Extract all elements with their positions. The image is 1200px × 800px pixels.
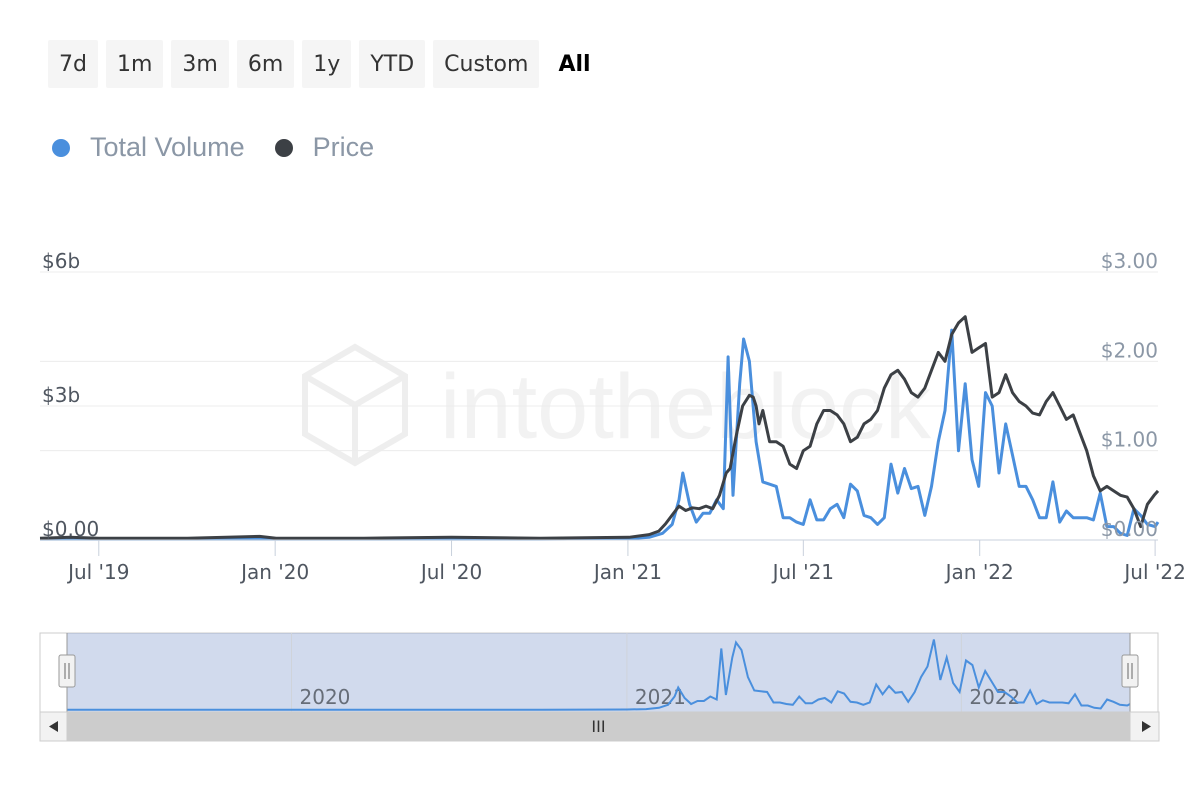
grid: [40, 271, 1158, 541]
legend-item-total-volume[interactable]: Total Volume: [52, 132, 245, 163]
handle-box: [58, 654, 76, 688]
scroll-left-arrow-icon[interactable]: [49, 721, 58, 732]
handle-box: [1121, 654, 1139, 688]
legend-item-price[interactable]: Price: [274, 132, 375, 163]
range-button-7d[interactable]: 7d: [48, 40, 98, 88]
axes: Jul '19 Jan '20 Jul '20 Jan '21 Jul '21 Jan '…: [40, 249, 1186, 584]
range-button-1y[interactable]: 1y: [302, 40, 352, 88]
legend-label-price: Price: [312, 132, 375, 162]
watermark-text: intotheblock: [440, 356, 932, 458]
time-range-selector: 7d 1m 3m 6m 1y YTD Custom All: [48, 40, 602, 88]
x-tick-label: Jul '19: [66, 560, 129, 584]
range-button-1m[interactable]: 1m: [105, 40, 164, 88]
y-right-tick-label: $0.00: [1101, 517, 1158, 541]
y-left-tick-label: $6b: [42, 249, 80, 273]
range-button-all[interactable]: All: [547, 40, 601, 88]
navigator-year-label: 2020: [300, 685, 351, 709]
scroll-right-arrow-icon[interactable]: [1142, 721, 1151, 732]
watermark-hex-icon: [302, 343, 408, 467]
y-left-tick-label: $3b: [42, 383, 80, 407]
x-tick-label: Jul '20: [419, 560, 482, 584]
chart-legend: Total Volume Price: [52, 132, 374, 163]
y-left-tick-label: $0.00: [42, 517, 99, 541]
watermark-hex-inner-icon: [303, 373, 407, 409]
total-volume-dot-icon: [52, 138, 70, 157]
main-plot-series: [39, 315, 1160, 541]
navigator-frame: [39, 632, 1159, 713]
navigator-left-handle[interactable]: [58, 654, 76, 688]
navigator-selected-range: [67, 633, 1130, 712]
y-right-tick-label: $2.00: [1101, 338, 1158, 362]
navigator-right-handle[interactable]: [1121, 654, 1139, 688]
range-button-custom[interactable]: Custom: [433, 40, 540, 88]
x-tick-label: Jan '21: [592, 560, 662, 584]
y-right-tick-label: $1.00: [1101, 428, 1158, 452]
range-button-3m[interactable]: 3m: [171, 40, 229, 88]
price-line: [39, 315, 1160, 540]
scrollbar-thumb[interactable]: [66, 711, 1131, 742]
watermark-logo-icon: [302, 343, 408, 467]
x-tick-label: Jan '22: [944, 560, 1014, 584]
navigator-volume-line: [67, 639, 1131, 711]
y-right-tick-label: $3.00: [1101, 249, 1158, 273]
x-tick-label: Jan '20: [239, 560, 309, 584]
scrollbar-grip-icon: III: [591, 717, 605, 736]
total-volume-line: [40, 328, 1160, 541]
price-dot-icon: [274, 138, 293, 157]
x-tick-label: Jul '22: [1122, 560, 1185, 584]
x-tick-label: Jul '21: [771, 560, 834, 584]
watermark: intotheblock: [302, 343, 932, 467]
range-button-6m[interactable]: 6m: [236, 40, 295, 88]
range-button-ytd[interactable]: YTD: [359, 40, 426, 88]
legend-label-total-volume: Total Volume: [90, 132, 245, 162]
